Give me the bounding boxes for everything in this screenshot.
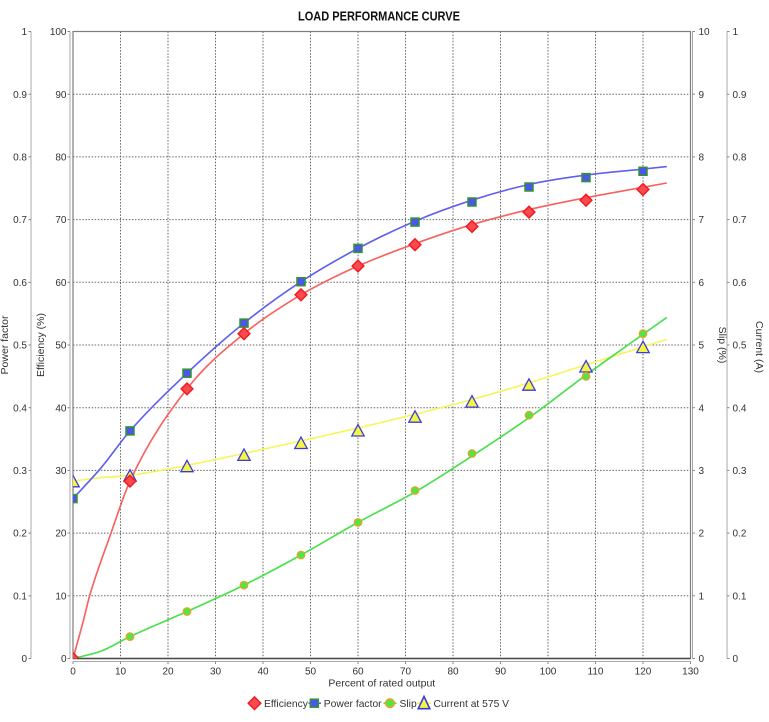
svg-text:70: 70 — [55, 215, 67, 226]
svg-text:2: 2 — [699, 529, 705, 540]
svg-text:0: 0 — [733, 654, 739, 665]
svg-text:0: 0 — [61, 654, 67, 665]
svg-text:7: 7 — [699, 215, 705, 226]
svg-text:0.3: 0.3 — [13, 466, 27, 477]
svg-text:0.4: 0.4 — [733, 403, 747, 414]
svg-text:0.9: 0.9 — [733, 90, 747, 101]
svg-text:110: 110 — [588, 667, 604, 678]
svg-text:0.8: 0.8 — [13, 153, 27, 164]
svg-text:20: 20 — [162, 667, 174, 678]
svg-text:80: 80 — [55, 153, 67, 164]
svg-text:50: 50 — [55, 341, 67, 352]
svg-text:LOAD PERFORMANCE CURVE: LOAD PERFORMANCE CURVE — [298, 10, 460, 24]
svg-text:3: 3 — [699, 466, 705, 477]
svg-text:0.8: 0.8 — [733, 153, 747, 164]
svg-text:20: 20 — [55, 529, 67, 540]
svg-text:60: 60 — [352, 667, 364, 678]
svg-text:Current at 575 V: Current at 575 V — [434, 699, 510, 710]
svg-text:Percent of rated output: Percent of rated output — [328, 678, 435, 690]
svg-text:10: 10 — [115, 667, 127, 678]
svg-text:100: 100 — [540, 667, 557, 678]
svg-text:Power factor: Power factor — [0, 315, 11, 374]
svg-text:100: 100 — [50, 27, 67, 38]
svg-text:60: 60 — [55, 278, 67, 289]
svg-text:0.1: 0.1 — [13, 591, 27, 602]
svg-text:0: 0 — [699, 654, 705, 665]
svg-text:0.9: 0.9 — [13, 90, 27, 101]
svg-text:0.5: 0.5 — [13, 341, 27, 352]
svg-text:Power factor: Power factor — [324, 699, 382, 710]
svg-text:1: 1 — [699, 591, 705, 602]
svg-text:90: 90 — [495, 667, 507, 678]
svg-text:40: 40 — [55, 403, 67, 414]
svg-text:5: 5 — [699, 341, 705, 352]
svg-text:70: 70 — [400, 667, 412, 678]
svg-text:Slip (%): Slip (%) — [716, 327, 728, 364]
svg-text:0: 0 — [70, 667, 76, 678]
svg-text:1: 1 — [21, 27, 27, 38]
svg-text:50: 50 — [305, 667, 317, 678]
svg-text:0: 0 — [21, 654, 27, 665]
svg-text:90: 90 — [55, 90, 67, 101]
svg-text:Current (A): Current (A) — [753, 321, 765, 373]
svg-text:0.5: 0.5 — [733, 341, 747, 352]
svg-text:0.6: 0.6 — [13, 278, 27, 289]
svg-text:10: 10 — [699, 27, 711, 38]
svg-text:8: 8 — [699, 153, 705, 164]
svg-text:0.2: 0.2 — [13, 529, 27, 540]
svg-text:0.2: 0.2 — [733, 529, 747, 540]
svg-text:1: 1 — [733, 27, 739, 38]
svg-text:10: 10 — [55, 591, 67, 602]
svg-text:Efficiency: Efficiency — [264, 699, 309, 710]
svg-text:0.4: 0.4 — [13, 403, 27, 414]
svg-text:Slip: Slip — [400, 699, 417, 710]
svg-text:0.1: 0.1 — [733, 591, 747, 602]
svg-text:4: 4 — [699, 403, 705, 414]
svg-text:0.6: 0.6 — [733, 278, 747, 289]
svg-text:30: 30 — [55, 466, 67, 477]
svg-text:130: 130 — [682, 667, 699, 678]
svg-text:9: 9 — [699, 90, 705, 101]
svg-text:Efficiency (%): Efficiency (%) — [35, 313, 47, 377]
svg-text:30: 30 — [210, 667, 222, 678]
svg-text:0.3: 0.3 — [733, 466, 747, 477]
svg-text:40: 40 — [257, 667, 269, 678]
svg-text:0.7: 0.7 — [733, 215, 747, 226]
svg-text:80: 80 — [447, 667, 459, 678]
svg-text:120: 120 — [635, 667, 652, 678]
svg-text:0.7: 0.7 — [13, 215, 27, 226]
svg-text:6: 6 — [699, 278, 705, 289]
